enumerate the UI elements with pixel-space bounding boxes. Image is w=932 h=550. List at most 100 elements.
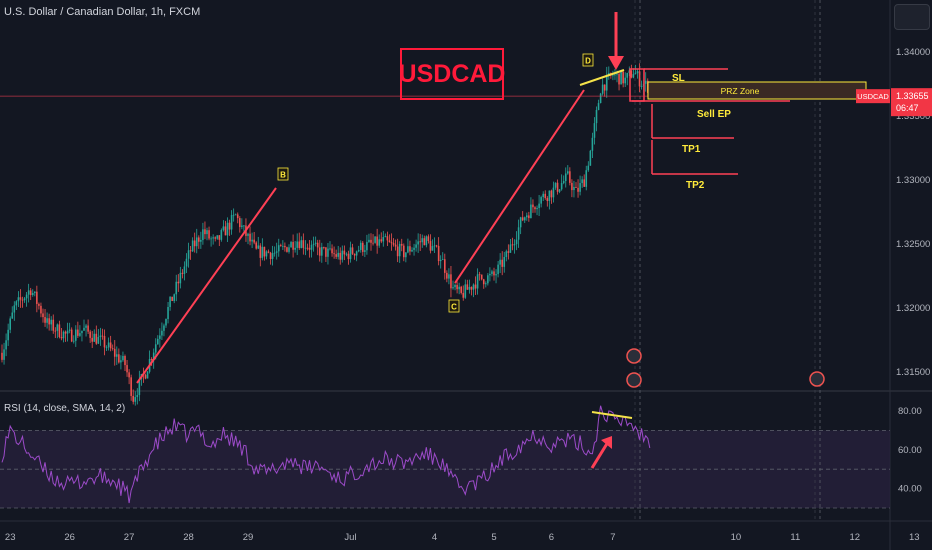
candle-body xyxy=(212,237,214,239)
candle-body xyxy=(386,236,389,241)
candle-body xyxy=(243,225,245,227)
chart-title: U.S. Dollar / Canadian Dollar, 1h, FXCM xyxy=(4,6,201,18)
candle-body xyxy=(427,236,430,242)
candle-body xyxy=(44,317,46,323)
candle-body xyxy=(136,395,139,398)
candle-body xyxy=(460,286,462,293)
candle-body xyxy=(179,272,182,284)
candle-body xyxy=(357,249,360,252)
time-tick-label: 12 xyxy=(850,532,861,543)
candle-body xyxy=(485,283,487,285)
sell-ep-label: Sell EP xyxy=(697,109,731,120)
candle-body xyxy=(454,284,456,288)
candle-body xyxy=(257,245,260,249)
candle-body xyxy=(38,303,40,306)
candle-body xyxy=(577,187,579,192)
candle-body xyxy=(509,244,512,253)
candle-body xyxy=(526,215,528,218)
candle-body xyxy=(58,324,61,337)
candle-body xyxy=(601,84,604,94)
candle-body xyxy=(161,330,163,336)
candle-body xyxy=(579,183,581,192)
candle-body xyxy=(265,251,268,257)
candle-body xyxy=(308,247,311,250)
candle-body xyxy=(316,242,319,248)
candle-body xyxy=(249,233,251,242)
candle-body xyxy=(107,342,110,348)
time-tick-label: 10 xyxy=(731,532,742,543)
candle-body xyxy=(376,236,378,246)
candle-body xyxy=(482,279,485,285)
candle-body xyxy=(200,239,202,242)
candle-body xyxy=(267,251,270,253)
candle-body xyxy=(450,274,452,289)
candle-body xyxy=(300,240,303,249)
candle-body xyxy=(585,170,588,187)
candle-body xyxy=(273,252,276,254)
candle-body xyxy=(589,150,592,166)
trend-line-cd xyxy=(454,89,585,284)
candle-body xyxy=(415,244,417,248)
time-tick-label: 23 xyxy=(5,532,16,543)
tp1-label: TP1 xyxy=(682,144,701,155)
candle-body xyxy=(501,259,503,267)
candle-body xyxy=(220,229,223,240)
price-tick-label: 1.33500 xyxy=(896,111,930,122)
prz-label: PRZ Zone xyxy=(721,86,760,96)
candle-body xyxy=(122,355,124,361)
candle-body xyxy=(165,319,167,326)
candle-body xyxy=(97,336,100,344)
candle-body xyxy=(95,333,98,344)
candle-body xyxy=(345,253,348,255)
candle-body xyxy=(546,198,549,202)
price-tick-label: 1.33000 xyxy=(896,175,930,186)
time-axis[interactable]: 23 26 27 28 29 Jul 4 5 6 7 10 11 12 13 xyxy=(5,532,920,543)
candle-body xyxy=(187,250,190,259)
chart-menu-button[interactable] xyxy=(894,4,930,30)
rsi-title: RSI (14, close, SMA, 14, 2) xyxy=(4,403,126,414)
candle-body xyxy=(368,239,370,242)
candle-body xyxy=(111,348,114,350)
candle-body xyxy=(234,214,237,216)
candle-body xyxy=(31,292,34,296)
candle-body xyxy=(224,226,227,236)
candle-body xyxy=(327,248,329,257)
candle-body xyxy=(105,347,108,349)
candle-body xyxy=(204,229,206,235)
candle-body xyxy=(513,244,516,246)
candle-body xyxy=(593,123,596,138)
arrow-up-shaft xyxy=(590,441,610,469)
candle-body xyxy=(169,296,171,308)
candle-body xyxy=(499,259,501,265)
candle-body xyxy=(46,318,48,323)
candle-body xyxy=(511,244,514,246)
candle-body xyxy=(306,247,309,249)
candle-body xyxy=(644,80,647,84)
candle-body xyxy=(218,235,221,240)
candle-body xyxy=(232,214,235,216)
price-axis[interactable]: 1.34000 1.33500 1.33000 1.32500 1.32000 1.315… xyxy=(856,47,932,495)
candle-body xyxy=(261,246,264,258)
candle-body xyxy=(528,215,530,219)
candle-body xyxy=(400,243,403,246)
candle-body xyxy=(425,236,428,246)
candle-body xyxy=(636,71,639,74)
candle-body xyxy=(638,71,641,87)
candle-body xyxy=(419,241,421,243)
candle-body xyxy=(591,137,594,151)
candle-body xyxy=(595,110,598,124)
candle-body xyxy=(42,313,44,318)
candle-body xyxy=(378,239,380,246)
candle-body xyxy=(191,240,194,252)
candle-body xyxy=(181,272,184,274)
candle-body xyxy=(64,331,67,334)
event-marker xyxy=(626,372,642,388)
candle-body xyxy=(437,245,440,262)
candle-body xyxy=(374,236,376,243)
price-tick-label: 1.32000 xyxy=(896,303,930,314)
candle-body xyxy=(36,291,38,304)
candle-body xyxy=(390,242,393,244)
candle-body xyxy=(337,252,339,257)
candle-body xyxy=(493,271,495,276)
